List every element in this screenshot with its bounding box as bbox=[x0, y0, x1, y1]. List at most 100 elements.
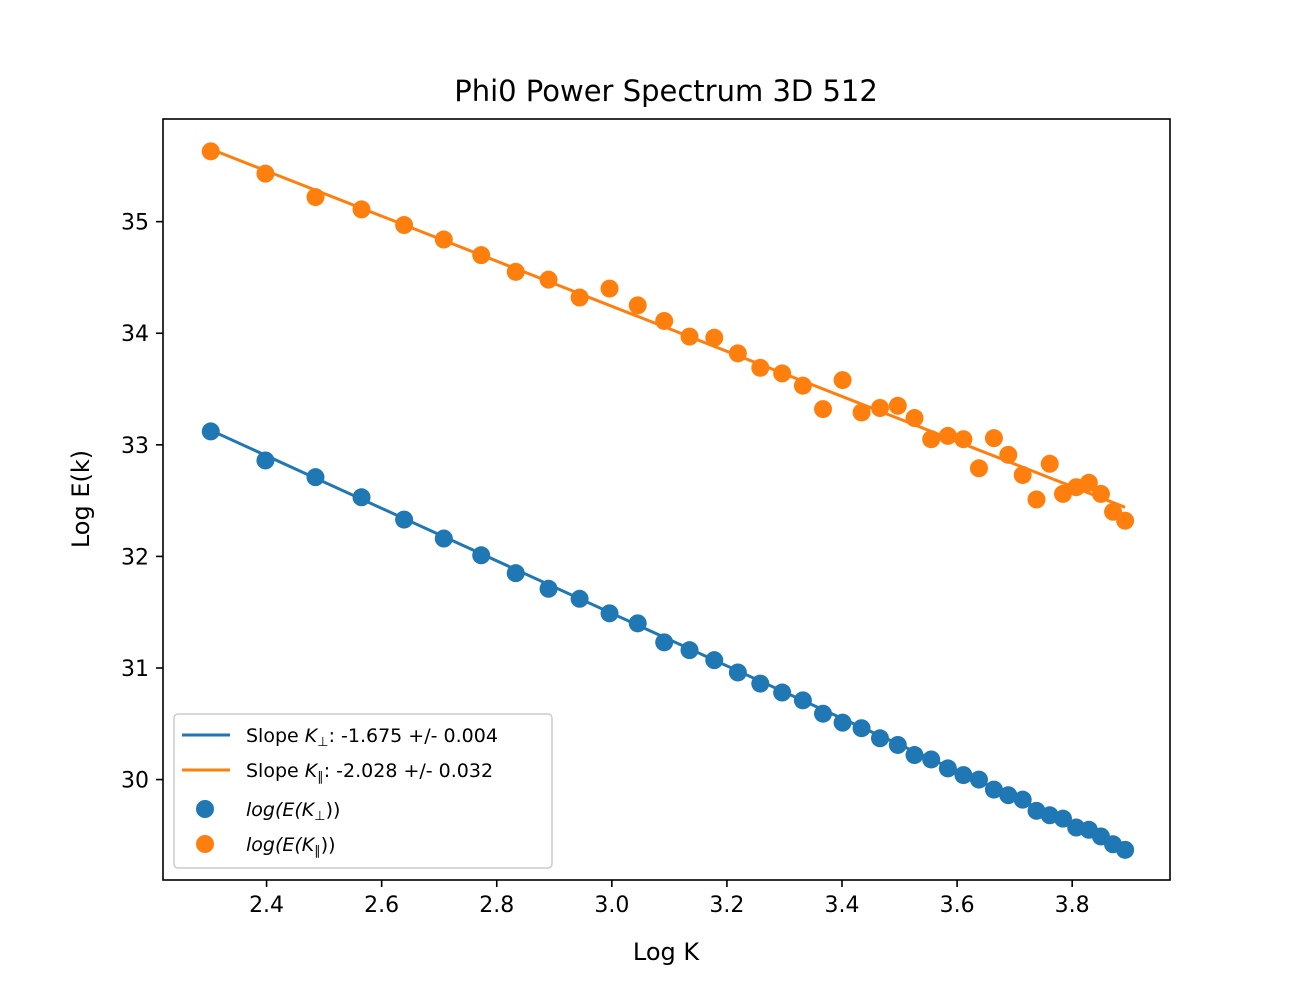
axes: 2.4 2.6 2.8 3.0 3.2 3.4 3.6 3.8 30 31 32 33 34 35 bbox=[121, 118, 1171, 918]
data-point-perp-28 bbox=[969, 770, 988, 789]
data-point-perp-1 bbox=[256, 451, 275, 470]
data-point-par-10 bbox=[600, 279, 619, 298]
x-axis-label: Log K bbox=[633, 938, 700, 966]
data-point-par-6 bbox=[472, 246, 491, 265]
data-point-par-34 bbox=[1053, 484, 1072, 503]
data-point-perp-16 bbox=[751, 674, 770, 693]
data-point-par-2 bbox=[306, 188, 325, 207]
plot-frame bbox=[162, 118, 1171, 881]
data-point-perp-39 bbox=[1116, 840, 1135, 859]
data-point-perp-34 bbox=[1053, 809, 1072, 828]
y-tick-label: 35 bbox=[121, 211, 149, 236]
data-point-perp-21 bbox=[852, 719, 871, 738]
data-point-par-27 bbox=[954, 430, 973, 449]
y-tick-label: 32 bbox=[121, 545, 149, 570]
data-point-perp-12 bbox=[655, 633, 674, 652]
data-point-perp-3 bbox=[352, 488, 371, 507]
data-point-perp-24 bbox=[905, 746, 924, 765]
data-point-perp-11 bbox=[628, 614, 647, 633]
data-point-perp-2 bbox=[306, 468, 325, 487]
data-point-par-32 bbox=[1027, 490, 1046, 509]
data-point-perp-26 bbox=[938, 759, 957, 778]
data-point-par-30 bbox=[999, 445, 1018, 464]
data-point-par-15 bbox=[728, 344, 747, 363]
data-point-par-0 bbox=[201, 142, 220, 161]
y-tick-label: 34 bbox=[121, 322, 149, 347]
data-point-par-26 bbox=[938, 426, 957, 445]
x-tick-label: 2.8 bbox=[479, 893, 514, 918]
data-point-par-8 bbox=[539, 270, 558, 289]
data-point-perp-29 bbox=[984, 780, 1003, 799]
data-point-par-18 bbox=[793, 376, 812, 395]
data-point-perp-20 bbox=[833, 713, 852, 732]
data-point-par-12 bbox=[655, 311, 674, 330]
y-tick-label: 31 bbox=[121, 657, 149, 682]
legend-label-slope-par: Slope K∥: -2.028 +/- 0.032 bbox=[246, 760, 493, 785]
data-point-par-23 bbox=[888, 396, 907, 415]
legend-label-series-par: log(E(K∥)) bbox=[246, 834, 336, 859]
data-point-par-28 bbox=[969, 459, 988, 478]
data-point-par-25 bbox=[922, 430, 941, 449]
data-point-perp-30 bbox=[999, 786, 1018, 805]
data-point-perp-19 bbox=[814, 704, 833, 723]
legend: Slope K⊥: -1.675 +/- 0.004 Slope K∥: -2.0… bbox=[173, 713, 553, 869]
data-point-par-21 bbox=[852, 403, 871, 422]
data-point-perp-31 bbox=[1013, 790, 1032, 809]
data-point-par-16 bbox=[751, 358, 770, 377]
legend-swatch-marker-par bbox=[196, 835, 214, 853]
legend-swatch-marker-perp bbox=[196, 800, 214, 818]
x-tick-label: 3.8 bbox=[1055, 893, 1090, 918]
data-point-perp-25 bbox=[922, 750, 941, 769]
x-tick-label: 3.2 bbox=[709, 893, 744, 918]
data-point-perp-0 bbox=[201, 422, 220, 441]
data-point-par-7 bbox=[506, 262, 525, 281]
data-point-par-33 bbox=[1040, 454, 1059, 473]
x-tick-label: 2.6 bbox=[364, 893, 399, 918]
data-point-par-4 bbox=[395, 216, 414, 235]
x-tick-label: 3.6 bbox=[940, 893, 975, 918]
data-point-perp-23 bbox=[888, 735, 907, 754]
data-point-par-9 bbox=[570, 288, 589, 307]
x-tick-label: 2.4 bbox=[249, 893, 284, 918]
data-point-par-14 bbox=[705, 328, 724, 347]
legend-label-series-perp: log(E(K⊥)) bbox=[246, 799, 340, 824]
x-tick-label: 3.0 bbox=[594, 893, 629, 918]
y-tick-label: 30 bbox=[121, 769, 149, 794]
data-point-par-24 bbox=[905, 409, 924, 428]
data-point-par-29 bbox=[984, 429, 1003, 448]
data-point-perp-8 bbox=[539, 579, 558, 598]
data-point-par-39 bbox=[1116, 511, 1135, 530]
data-point-perp-17 bbox=[773, 683, 792, 702]
data-point-perp-4 bbox=[395, 510, 414, 529]
data-point-perp-6 bbox=[472, 546, 491, 565]
plot-area bbox=[201, 142, 1135, 859]
data-point-perp-7 bbox=[506, 564, 525, 583]
data-point-par-31 bbox=[1013, 465, 1032, 484]
data-point-perp-5 bbox=[434, 529, 453, 548]
data-point-perp-10 bbox=[600, 604, 619, 623]
data-point-par-11 bbox=[628, 296, 647, 315]
y-tick-label: 33 bbox=[121, 434, 149, 459]
data-point-par-22 bbox=[870, 399, 889, 418]
chart-title: Phi0 Power Spectrum 3D 512 bbox=[454, 74, 878, 108]
data-point-perp-13 bbox=[680, 641, 699, 660]
data-point-perp-14 bbox=[705, 651, 724, 670]
data-point-par-3 bbox=[352, 200, 371, 219]
data-point-par-1 bbox=[256, 164, 275, 183]
legend-box bbox=[173, 713, 553, 869]
data-point-par-37 bbox=[1091, 484, 1110, 503]
data-point-par-20 bbox=[833, 371, 852, 390]
legend-label-slope-perp: Slope K⊥: -1.675 +/- 0.004 bbox=[246, 725, 498, 750]
data-point-perp-9 bbox=[570, 589, 589, 608]
data-point-par-17 bbox=[773, 364, 792, 383]
data-point-perp-22 bbox=[870, 729, 889, 748]
data-point-par-13 bbox=[680, 327, 699, 346]
data-point-par-5 bbox=[434, 230, 453, 249]
y-axis-label: Log E(k) bbox=[67, 450, 95, 548]
data-point-perp-27 bbox=[954, 766, 973, 785]
data-point-par-19 bbox=[814, 400, 833, 419]
data-point-par-36 bbox=[1079, 473, 1098, 492]
data-point-perp-15 bbox=[728, 663, 747, 682]
x-tick-label: 3.4 bbox=[825, 893, 860, 918]
